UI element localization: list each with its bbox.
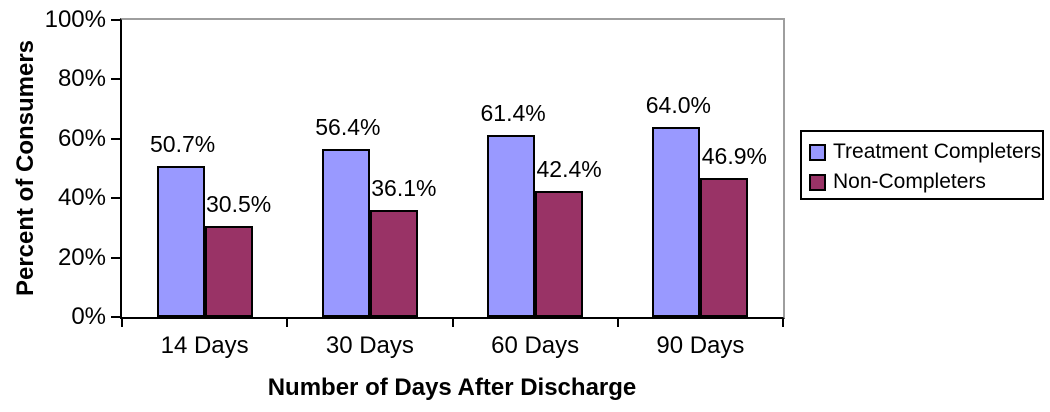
y-axis-tick-60 (111, 137, 120, 140)
x-axis-category-label-60-days: 60 Days (491, 332, 580, 359)
x-axis-tick-1 (286, 319, 289, 327)
legend-swatch-treatment-completers-icon (809, 143, 826, 161)
data-label-non-completers-60-days: 42.4% (536, 156, 602, 182)
bar-treatment-completers-60-days (487, 135, 536, 317)
data-label-treatment-completers-14-days: 50.7% (150, 131, 216, 157)
legend-item-treatment-completers: Treatment Completers (809, 140, 1042, 164)
data-label-treatment-completers-60-days: 61.4% (480, 100, 546, 126)
x-axis-category-label-30-days: 30 Days (325, 332, 414, 359)
legend: Treatment Completers Non-Completers (800, 130, 1044, 200)
data-label-treatment-completers-90-days: 64.0% (645, 92, 711, 118)
data-label-non-completers-30-days: 36.1% (371, 175, 437, 201)
legend-swatch-non-completers-icon (809, 173, 826, 191)
x-axis-tick-0 (121, 319, 123, 327)
x-axis-category-label-90-days: 90 Days (656, 332, 745, 359)
y-axis-tick-0 (111, 316, 120, 318)
y-axis-tick-label-100: 100% (44, 6, 106, 33)
y-axis-tick-20 (111, 256, 120, 259)
y-axis-tick-label-40: 40% (57, 184, 106, 212)
data-label-treatment-completers-30-days: 56.4% (315, 114, 381, 140)
bar-treatment-completers-90-days (652, 127, 701, 317)
bar-non-completers-60-days (535, 191, 584, 317)
y-axis-tick-label-0: 0% (71, 303, 106, 330)
legend-label-treatment-completers: Treatment Completers (833, 140, 1042, 163)
bar-non-completers-90-days (700, 178, 749, 317)
x-axis-category-label-14-days: 14 Days (160, 332, 249, 359)
bar-treatment-completers-14-days (156, 166, 205, 317)
legend-item-non-completers: Non-Completers (809, 170, 1042, 194)
y-axis-tick-label-60: 60% (57, 124, 106, 152)
data-label-non-completers-14-days: 30.5% (206, 191, 272, 217)
y-axis-tick-80 (111, 78, 120, 81)
y-axis-tick-label-80: 80% (57, 65, 106, 93)
y-axis-tick-label-20: 20% (57, 243, 106, 271)
x-axis-title: Number of Days After Discharge (267, 374, 637, 401)
bar-non-completers-30-days (369, 210, 418, 317)
data-label-non-completers-90-days: 46.9% (701, 143, 767, 169)
x-axis-tick-4 (782, 319, 784, 327)
legend-label-non-completers: Non-Completers (833, 170, 986, 193)
bar-treatment-completers-30-days (321, 149, 370, 317)
bar-non-completers-14-days (204, 226, 253, 317)
x-axis-tick-3 (616, 319, 619, 327)
y-axis-tick-40 (111, 197, 120, 200)
y-axis-tick-100 (111, 19, 120, 21)
x-axis-tick-2 (451, 319, 454, 327)
